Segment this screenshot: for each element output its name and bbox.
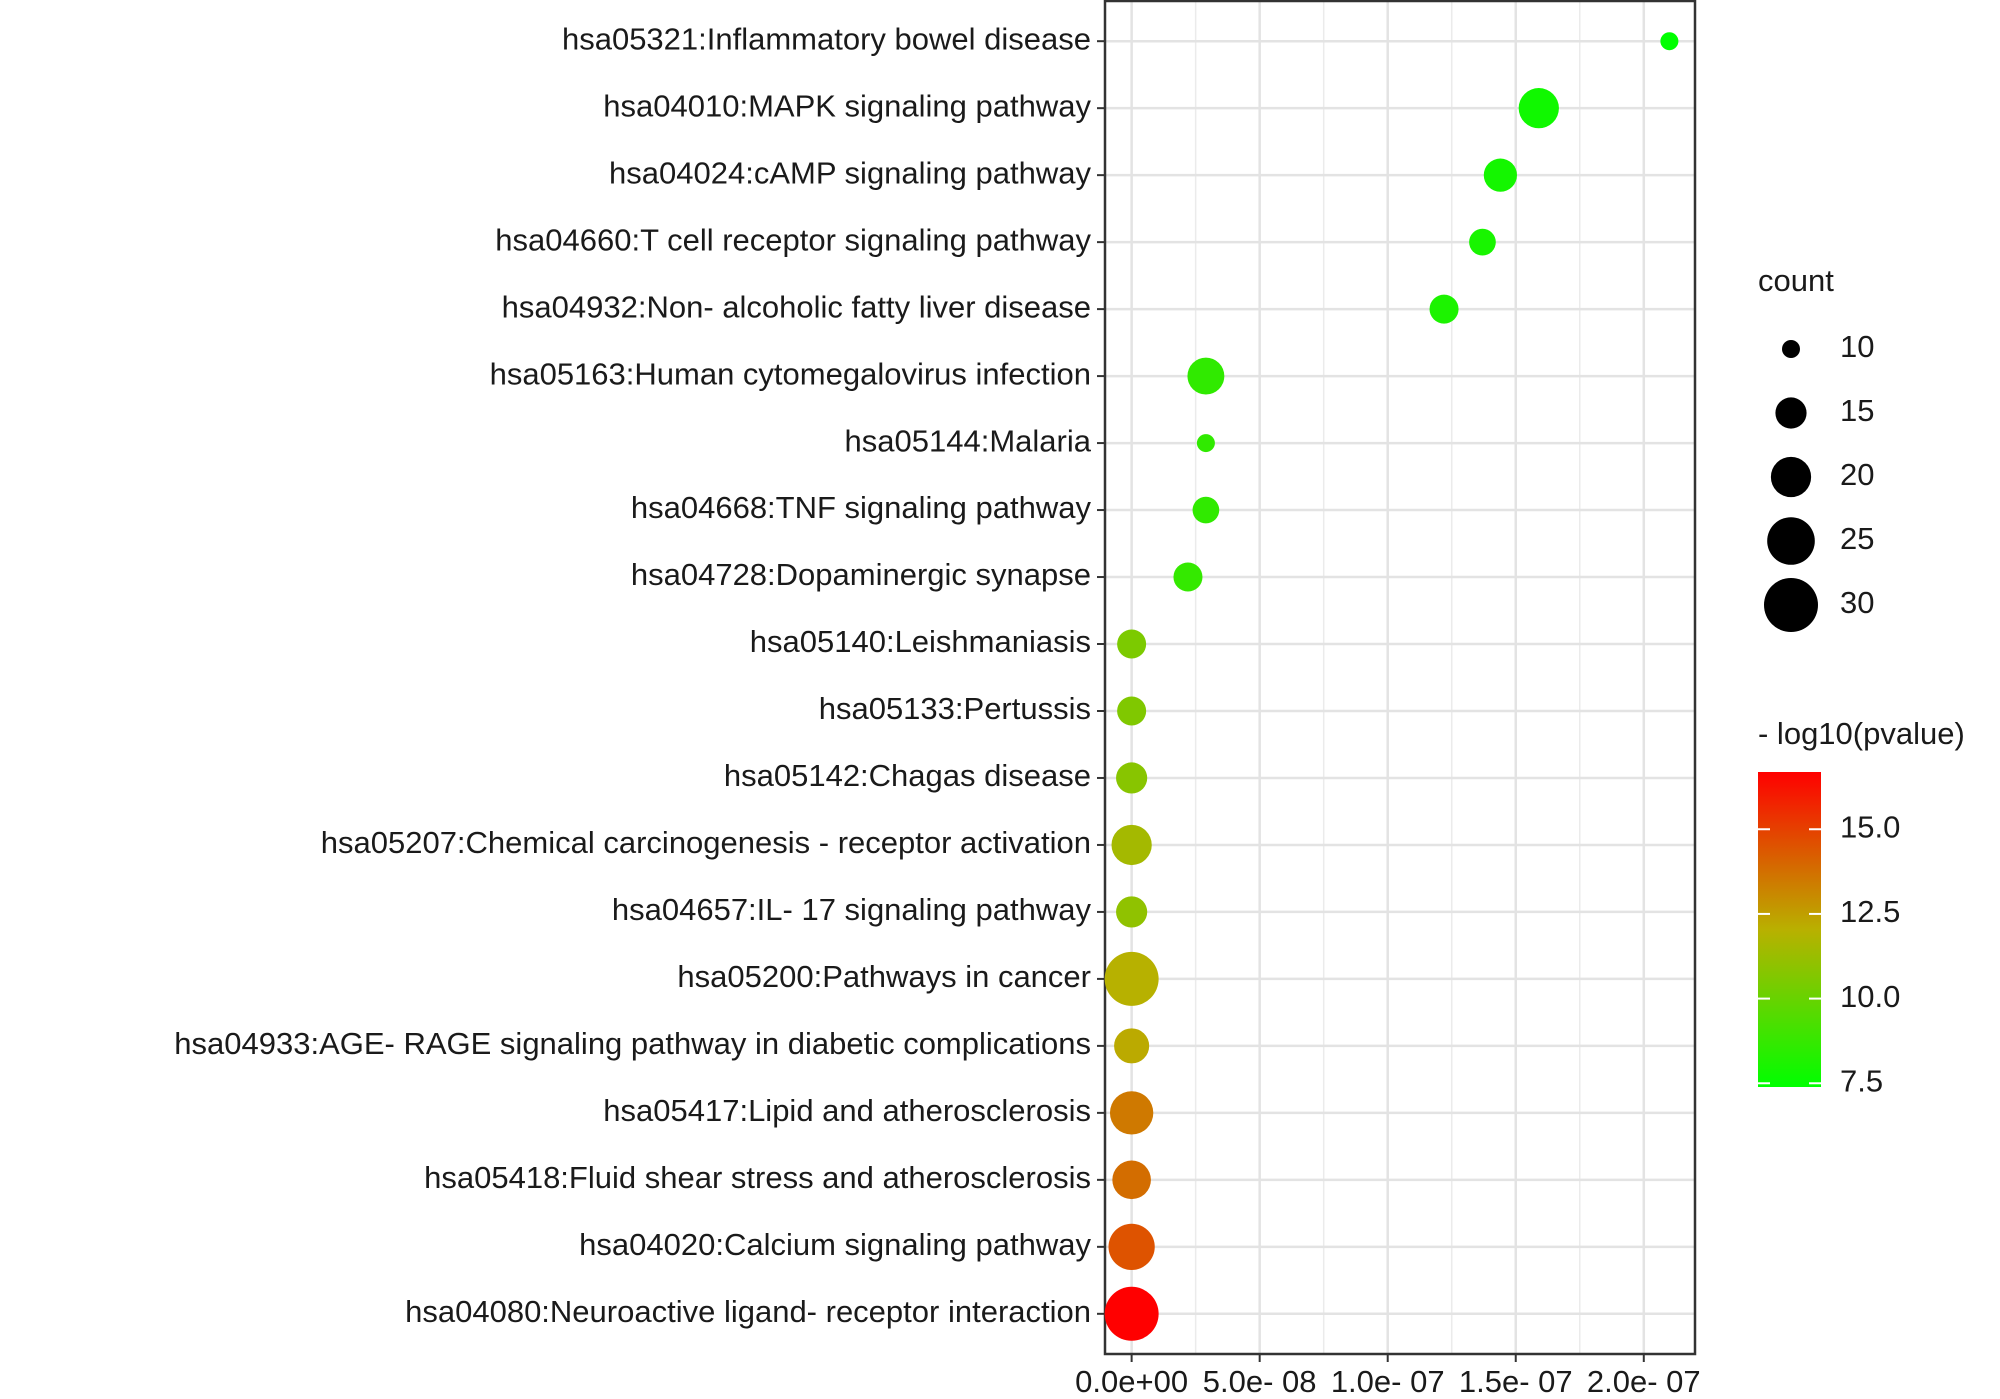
size-legend-label: 20: [1840, 457, 1874, 492]
size-legend-label: 25: [1840, 521, 1874, 556]
size-legend-label: 10: [1840, 329, 1874, 364]
size-legend-title: count: [1758, 263, 1834, 298]
y-tick-label: hsa04657:IL- 17 signaling pathway: [612, 892, 1092, 927]
dot: [1187, 357, 1225, 395]
y-tick-label: hsa05321:Inflammatory bowel disease: [562, 21, 1091, 56]
dot: [1112, 1160, 1151, 1200]
dot: [1108, 1223, 1155, 1270]
dot: [1117, 696, 1147, 726]
y-tick-label: hsa05140:Leishmaniasis: [750, 624, 1091, 659]
size-legend-label: 30: [1840, 585, 1874, 620]
y-tick-label: hsa04728:Dopaminergic synapse: [631, 557, 1091, 592]
y-tick-label: hsa05200:Pathways in cancer: [677, 959, 1091, 994]
size-legend-dot: [1770, 456, 1812, 498]
dot: [1192, 496, 1220, 524]
y-tick-label: hsa04010:MAPK signaling pathway: [603, 88, 1091, 123]
panel-border: [1103, 0, 1697, 1356]
dot: [1104, 1286, 1159, 1341]
dot: [1196, 434, 1215, 453]
colorbar-label: 12.5: [1840, 894, 1900, 929]
x-tick-label: 1.5e- 07: [1459, 1364, 1573, 1399]
y-tick-label: hsa04668:TNF signaling pathway: [631, 490, 1092, 525]
y-tick-label: hsa04660:T cell receptor signaling pathw…: [495, 222, 1091, 257]
y-tick-label: hsa05418:Fluid shear stress and atherosc…: [424, 1160, 1091, 1195]
dot: [1518, 88, 1559, 129]
dot: [1104, 951, 1159, 1006]
colorbar: [1758, 772, 1821, 1087]
x-tick-label: 2.0e- 07: [1587, 1364, 1701, 1399]
size-legend-dot: [1764, 578, 1818, 632]
y-tick-label: hsa04933:AGE- RAGE signaling pathway in …: [174, 1026, 1091, 1061]
y-tick-label: hsa05144:Malaria: [845, 423, 1092, 458]
dot: [1109, 1091, 1154, 1135]
dot: [1469, 228, 1496, 256]
size-legend-dot: [1767, 517, 1815, 565]
dot: [1116, 896, 1148, 928]
y-tick-label: hsa04024:cAMP signaling pathway: [609, 155, 1091, 190]
y-tick-label: hsa05417:Lipid and atherosclerosis: [603, 1093, 1091, 1128]
y-tick-label: hsa05133:Pertussis: [819, 691, 1091, 726]
dot: [1117, 629, 1147, 659]
dot: [1660, 32, 1679, 51]
y-tick-label: hsa04020:Calcium signaling pathway: [579, 1227, 1091, 1262]
size-legend-label: 15: [1840, 393, 1874, 428]
size-legend-dot: [1775, 397, 1807, 429]
size-legend-dot: [1782, 340, 1800, 358]
colorbar-label: 7.5: [1840, 1063, 1883, 1098]
dot: [1116, 762, 1148, 794]
panel: [1105, 1, 1695, 1354]
y-tick-label: hsa04932:Non- alcoholic fatty liver dise…: [502, 289, 1091, 324]
y-tick-label: hsa05142:Chagas disease: [724, 758, 1091, 793]
dot: [1483, 158, 1517, 192]
dot: [1429, 294, 1459, 324]
y-tick-label: hsa04080:Neuroactive ligand- receptor in…: [405, 1294, 1091, 1329]
dot: [1111, 824, 1152, 866]
colorbar-label: 10.0: [1840, 979, 1900, 1014]
x-tick-label: 1.0e- 07: [1331, 1364, 1445, 1399]
colorbar-label: 15.0: [1840, 809, 1900, 844]
x-tick-label: 5.0e- 08: [1203, 1364, 1317, 1399]
x-tick-label: 0.0e+00: [1075, 1364, 1188, 1399]
y-tick-label: hsa05207:Chemical carcinogenesis - recep…: [321, 825, 1091, 860]
dot: [1114, 1028, 1150, 1064]
color-legend-title: - log10(pvalue): [1758, 716, 1965, 751]
y-tick-label: hsa05163:Human cytomegalovirus infection: [490, 356, 1091, 391]
dot: [1173, 562, 1203, 592]
